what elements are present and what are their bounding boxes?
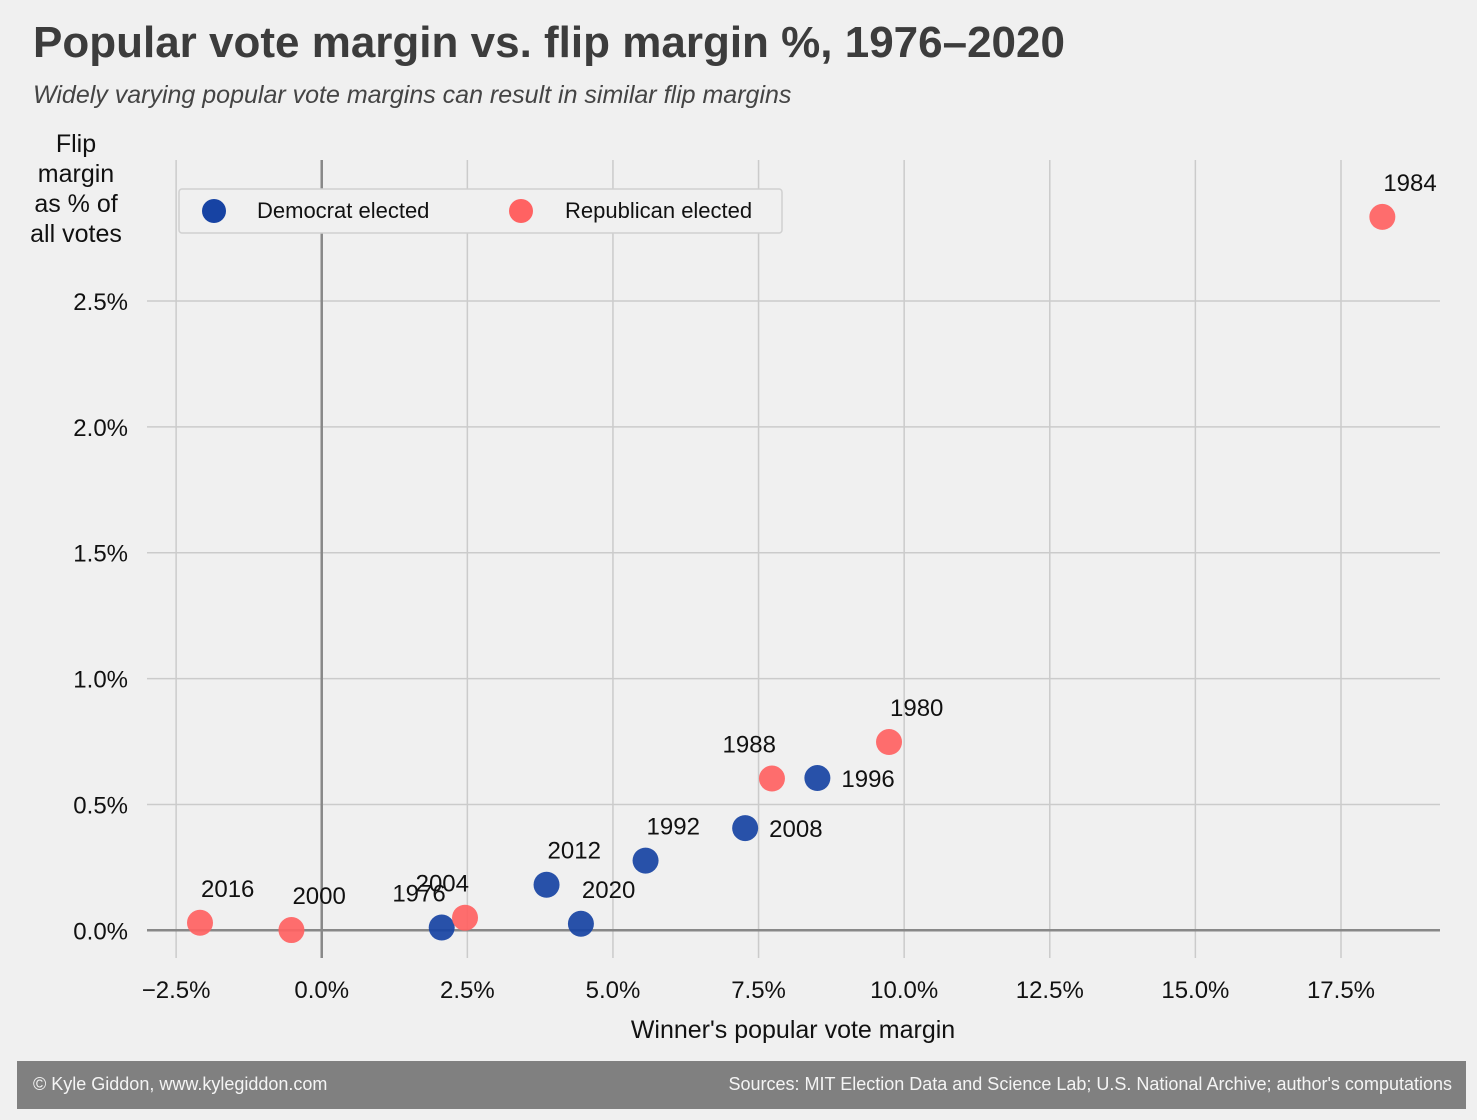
y-tick-label: 0.0% <box>73 918 128 945</box>
legend-label-republican: Republican elected <box>565 198 752 223</box>
footer-bar: © Kyle Giddon, www.kylegiddon.com Source… <box>17 1061 1466 1109</box>
data-point-1976 <box>428 914 455 941</box>
chart-title: Popular vote margin vs. flip margin %, 1… <box>33 18 1065 67</box>
legend-marker-republican <box>509 199 533 223</box>
x-tick-label: 17.5% <box>1307 977 1375 1004</box>
y-tick-label: 2.0% <box>73 415 128 442</box>
point-label-1992: 1992 <box>647 814 700 841</box>
y-tick-label: 1.5% <box>73 541 128 568</box>
data-point-2000 <box>278 917 305 944</box>
point-label-2020: 2020 <box>582 877 635 904</box>
point-labels: 1976 1980 1984 1988 1992 1996 2000 2004 2008 2012… <box>201 170 1437 910</box>
data-point-1984 <box>1369 203 1396 230</box>
y-axis-label: Flip margin as % of all votes <box>30 130 122 248</box>
y-tick-label: 2.5% <box>73 289 128 316</box>
data-point-1992 <box>632 847 659 874</box>
chart-subtitle: Widely varying popular vote margins can … <box>33 81 792 109</box>
x-tick-label: −2.5% <box>142 977 211 1004</box>
point-label-2000: 2000 <box>292 883 345 910</box>
grid-layer <box>147 160 1440 958</box>
data-point-1996 <box>804 765 831 792</box>
data-point-2020 <box>567 910 594 937</box>
point-label-1984: 1984 <box>1383 170 1436 197</box>
x-tick-label: 7.5% <box>731 977 786 1004</box>
data-point-1980 <box>876 729 903 756</box>
point-label-1988: 1988 <box>723 732 776 759</box>
point-label-1976: 1976 <box>392 881 445 908</box>
x-tick-label: 2.5% <box>440 977 495 1004</box>
legend-box <box>178 188 783 234</box>
footer-sources: Sources: MIT Election Data and Science L… <box>728 1074 1452 1094</box>
data-point-2008 <box>732 815 759 842</box>
data-point-2016 <box>187 909 214 936</box>
x-tick-label: 5.0% <box>586 977 641 1004</box>
data-point-2004 <box>452 904 479 931</box>
x-axis-label: Winner's popular vote margin <box>631 1016 955 1044</box>
legend-label-democrat: Democrat elected <box>257 198 429 223</box>
scatter-chart: −2.5% 0.0% 2.5% 5.0% 7.5% 10.0% 12.5% 15.0% 17.5… <box>30 130 1440 1044</box>
data-point-2012 <box>533 871 560 898</box>
y-tick-label: 1.0% <box>73 667 128 694</box>
legend: Democrat elected Republican elected <box>178 188 783 234</box>
axis-layer: −2.5% 0.0% 2.5% 5.0% 7.5% 10.0% 12.5% 15.0% 17.5… <box>30 130 1440 1044</box>
point-label-2008: 2008 <box>769 816 822 843</box>
data-point-1988 <box>758 765 785 792</box>
point-label-2016: 2016 <box>201 876 254 903</box>
y-tick-label: 0.5% <box>73 792 128 819</box>
x-tick-label: 12.5% <box>1016 977 1084 1004</box>
point-label-1980: 1980 <box>890 695 943 722</box>
legend-marker-democrat <box>202 199 226 223</box>
data-points <box>187 203 1396 944</box>
point-label-2004: 2004 <box>416 871 469 898</box>
x-tick-label: 10.0% <box>870 977 938 1004</box>
point-label-1996: 1996 <box>841 766 894 793</box>
footer-credit: © Kyle Giddon, www.kylegiddon.com <box>33 1074 328 1094</box>
x-tick-label: 15.0% <box>1161 977 1229 1004</box>
x-tick-label: 0.0% <box>294 977 349 1004</box>
point-label-2012: 2012 <box>548 838 601 865</box>
